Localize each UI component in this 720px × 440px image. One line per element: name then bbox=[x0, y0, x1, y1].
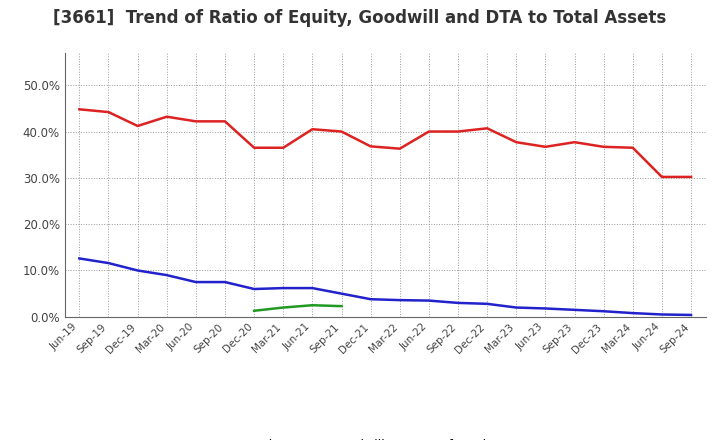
Goodwill bbox=[250, 286, 258, 292]
Equity bbox=[629, 145, 637, 150]
Goodwill bbox=[133, 268, 142, 273]
Goodwill bbox=[192, 279, 200, 285]
Equity bbox=[599, 144, 608, 150]
Goodwill bbox=[454, 300, 462, 305]
Legend: Equity, Goodwill, Deferred Tax Assets: Equity, Goodwill, Deferred Tax Assets bbox=[210, 434, 561, 440]
Deferred Tax Assets bbox=[337, 304, 346, 309]
Equity bbox=[512, 139, 521, 145]
Equity bbox=[163, 114, 171, 119]
Equity bbox=[687, 174, 696, 180]
Goodwill bbox=[104, 260, 113, 266]
Equity bbox=[337, 129, 346, 134]
Deferred Tax Assets bbox=[308, 303, 317, 308]
Goodwill bbox=[279, 286, 287, 291]
Equity bbox=[366, 144, 375, 149]
Line: Equity: Equity bbox=[79, 109, 691, 177]
Equity bbox=[425, 129, 433, 134]
Goodwill bbox=[425, 298, 433, 303]
Equity bbox=[308, 127, 317, 132]
Line: Goodwill: Goodwill bbox=[79, 258, 691, 315]
Equity bbox=[133, 123, 142, 128]
Goodwill bbox=[541, 306, 550, 311]
Goodwill bbox=[337, 291, 346, 296]
Goodwill bbox=[395, 297, 404, 303]
Equity bbox=[657, 174, 666, 180]
Text: [3661]  Trend of Ratio of Equity, Goodwill and DTA to Total Assets: [3661] Trend of Ratio of Equity, Goodwil… bbox=[53, 9, 667, 27]
Goodwill bbox=[483, 301, 492, 307]
Equity bbox=[192, 119, 200, 124]
Goodwill bbox=[570, 307, 579, 312]
Goodwill bbox=[75, 256, 84, 261]
Equity bbox=[104, 110, 113, 115]
Line: Deferred Tax Assets: Deferred Tax Assets bbox=[254, 305, 341, 311]
Equity bbox=[395, 146, 404, 151]
Goodwill bbox=[599, 308, 608, 314]
Equity bbox=[279, 145, 287, 150]
Equity bbox=[541, 144, 550, 150]
Goodwill bbox=[220, 279, 229, 285]
Goodwill bbox=[657, 312, 666, 317]
Goodwill bbox=[629, 311, 637, 316]
Equity bbox=[220, 119, 229, 124]
Equity bbox=[75, 106, 84, 112]
Equity bbox=[483, 126, 492, 131]
Goodwill bbox=[163, 272, 171, 278]
Deferred Tax Assets bbox=[279, 305, 287, 310]
Equity bbox=[250, 145, 258, 150]
Goodwill bbox=[308, 286, 317, 291]
Equity bbox=[454, 129, 462, 134]
Goodwill bbox=[687, 312, 696, 318]
Deferred Tax Assets bbox=[250, 308, 258, 313]
Equity bbox=[570, 139, 579, 145]
Goodwill bbox=[366, 297, 375, 302]
Goodwill bbox=[512, 305, 521, 310]
